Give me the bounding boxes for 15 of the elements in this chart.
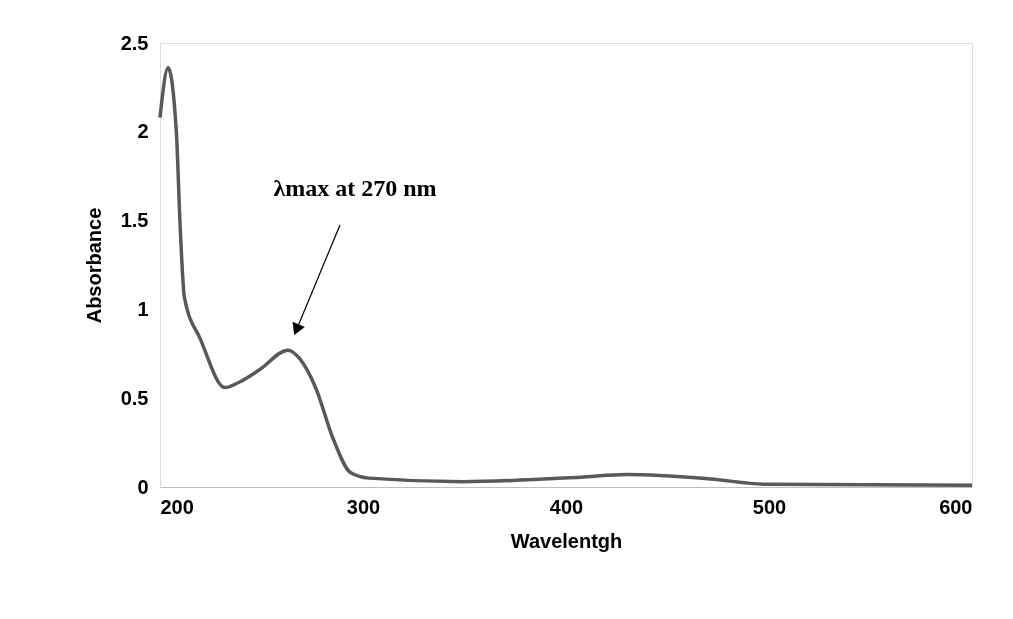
y-tick-label: 2 bbox=[137, 120, 149, 143]
x-tick-label: 200 bbox=[160, 495, 194, 518]
x-tick-label: 600 bbox=[939, 495, 973, 518]
y-tick-label: 1 bbox=[137, 297, 149, 320]
x-axis-title: Wavelentgh bbox=[510, 529, 623, 552]
y-tick-label: 0.5 bbox=[120, 386, 149, 409]
line-series bbox=[158, 66, 974, 487]
x-tick-label: 300 bbox=[346, 495, 381, 518]
x-tick-label: 400 bbox=[549, 495, 584, 518]
y-tick-label: 0 bbox=[137, 475, 149, 498]
annotation: λmax at 270 nm bbox=[273, 175, 437, 201]
y-tick-label: 2.5 bbox=[120, 31, 149, 54]
y-axis-title: Absorbance bbox=[82, 207, 105, 324]
x-tick-label: 500 bbox=[752, 495, 787, 518]
y-tick-label: 1.5 bbox=[120, 209, 149, 232]
